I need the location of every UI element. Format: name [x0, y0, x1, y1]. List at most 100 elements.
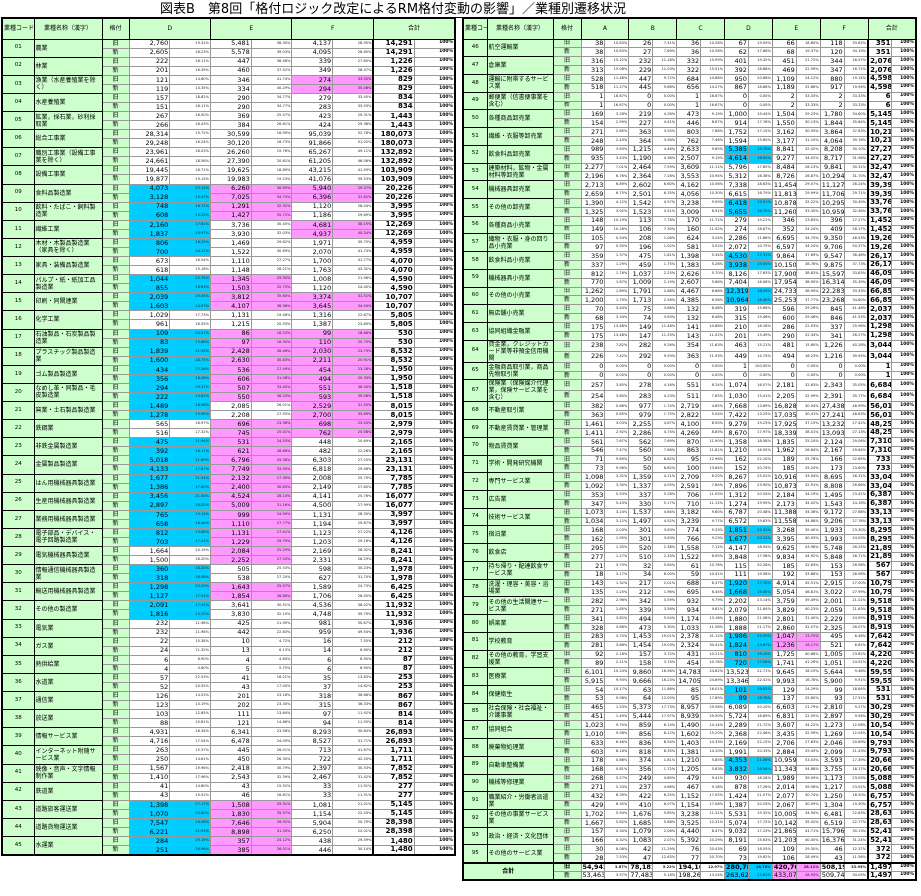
count-e: 6,831	[771, 711, 797, 722]
percent-f: 27.00%	[843, 578, 869, 589]
row-total-percent: 100%	[891, 525, 917, 536]
count-e: 1,131	[210, 310, 252, 321]
grade-label-old: 旧	[101, 129, 130, 140]
row-total: 1,518	[372, 382, 415, 393]
percent-d: 18.63%	[169, 283, 211, 294]
percent-a: 9.98%	[604, 693, 630, 704]
count-f: 1,008	[291, 274, 334, 285]
grade-label-new: 新	[101, 681, 130, 693]
industry-code: 17	[1, 328, 35, 348]
count-f: 1,589	[291, 582, 334, 593]
percent-c: 7.12%	[700, 543, 726, 554]
count-c: 363	[676, 350, 702, 363]
count-c: 77	[676, 853, 702, 864]
count-e: 10,150	[771, 259, 797, 270]
count-b: 5,444	[628, 711, 654, 722]
count-e: 2,173	[771, 498, 797, 509]
count-c: 762	[676, 135, 702, 146]
count-f: 2,099	[819, 746, 845, 757]
industry-name: 輸送用機械器具製造業	[33, 582, 103, 602]
count-b: 47	[628, 853, 654, 864]
row-total: 814	[372, 718, 415, 729]
row-total: 3,995	[372, 210, 415, 221]
table-row: 01農業旧1621.13%4643.25%1,2879.01%2,76019.3…	[1, 38, 456, 58]
grade-label-new: 新	[101, 536, 130, 548]
percent-c: 11.05%	[700, 490, 726, 500]
industry-code: 12	[1, 237, 35, 258]
percent-d: 22.41%	[747, 676, 773, 686]
row-total-percent: 100%	[413, 536, 456, 548]
row-total-percent: 100%	[413, 446, 456, 457]
count-f: 337	[819, 322, 845, 332]
count-c: 1,154	[676, 800, 702, 810]
percent-f: 29.06%	[843, 436, 869, 447]
count-a: 451	[580, 711, 606, 722]
percent-b: 2.19%	[652, 277, 678, 288]
percent-c: 6.37%	[700, 578, 726, 589]
percent-e: 18.30%	[250, 337, 293, 348]
count-d: 222	[128, 56, 171, 67]
percent-e: 33.35%	[795, 206, 821, 217]
count-b: 74	[628, 313, 654, 323]
count-e: 1,741	[771, 658, 797, 669]
count-b: 237	[628, 782, 654, 793]
table-row: 91 職業紹介・労働者派遣業旧 432 6.39% 422 6.25% 1,152 17.05…	[462, 791, 917, 810]
count-a: 0	[580, 361, 606, 372]
percent-d: 23.14%	[747, 596, 773, 607]
percent-d: 16.36%	[747, 171, 773, 182]
count-a: 162	[580, 534, 606, 545]
row-total: 52,419	[867, 835, 893, 846]
table-row: 44道路貨物運送業旧1,4144.98%1,8236.42%4,06414.31…	[1, 817, 456, 838]
count-e: 11,260	[771, 206, 797, 217]
count-b: 1,537	[628, 507, 654, 518]
count-a: 1,411	[580, 428, 606, 438]
count-e: 43	[210, 781, 252, 792]
percent-d: 18.03%	[169, 147, 211, 158]
count-f: 722	[291, 754, 334, 765]
count-b: 859	[628, 720, 654, 731]
count-e: 2,084	[210, 545, 252, 557]
row-total: 253	[372, 672, 415, 683]
percent-e: 19.23%	[250, 174, 293, 185]
percent-b: 4.36%	[652, 153, 678, 164]
count-b: 459	[628, 259, 654, 270]
percent-e: 15.52%	[250, 781, 293, 792]
industry-name: 化学工業	[33, 310, 103, 330]
row-total-percent: 100%	[413, 627, 456, 638]
count-d: 449	[724, 350, 749, 363]
industry-code: 54	[462, 180, 488, 199]
table-row: 09食料品製造業旧9894.89%9264.58%2,03810.08%4,07…	[1, 183, 456, 203]
percent-c: 12.31%	[700, 817, 726, 828]
row-total-percent: 100%	[891, 861, 917, 872]
count-d: 263	[128, 745, 171, 756]
row-total-percent: 100%	[891, 853, 917, 864]
percent-f: 35.46%	[332, 83, 374, 94]
count-f: 1,186	[291, 210, 334, 221]
row-total: 28,398	[372, 817, 415, 828]
grade-label-old: 旧	[552, 702, 582, 713]
percent-a: 5.53%	[604, 490, 630, 500]
percent-f: 31.71%	[332, 736, 374, 747]
percent-e: 16.73%	[250, 138, 293, 149]
percent-d: 19.19%	[169, 835, 211, 847]
row-total: 867	[372, 700, 415, 711]
count-d: 126	[128, 690, 171, 702]
percent-d: 13.25%	[747, 410, 773, 421]
grade-label-new: 新	[101, 47, 130, 58]
percent-b: 4.16%	[652, 379, 678, 392]
count-d: 0	[724, 91, 749, 102]
percent-e: 30.83%	[250, 355, 293, 366]
percent-d: 17.54%	[169, 736, 211, 747]
count-e: 494	[771, 350, 797, 363]
industry-name: 総合工事業	[33, 129, 103, 149]
count-d: 1,358	[724, 436, 749, 447]
percent-d: 16.79%	[747, 189, 773, 199]
count-f: 13,093	[819, 428, 845, 438]
row-total-percent: 100%	[413, 663, 456, 674]
count-d: 930	[724, 773, 749, 784]
table-row: 新1,8851.42%4,3853.30%13,36610.06%24,6611…	[2, 156, 456, 167]
count-d: 162	[724, 454, 749, 465]
row-total-percent: 100%	[413, 636, 456, 647]
percent-f: 16.57%	[843, 56, 869, 67]
industry-name: 保険業（保険媒介代理業，保険サービス業を含む）	[486, 379, 554, 403]
